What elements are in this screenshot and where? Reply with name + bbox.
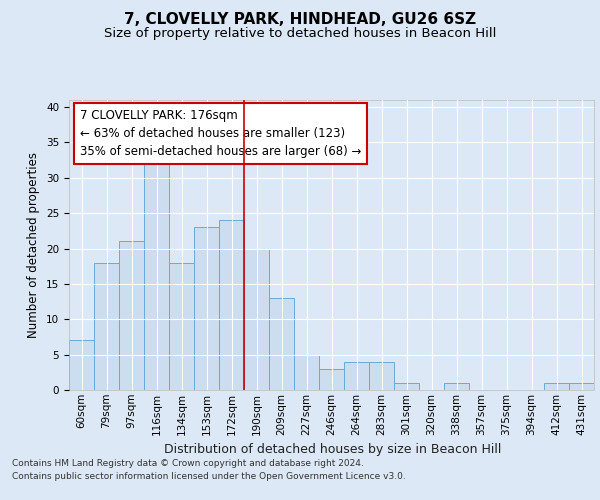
Text: 7 CLOVELLY PARK: 176sqm
← 63% of detached houses are smaller (123)
35% of semi-d: 7 CLOVELLY PARK: 176sqm ← 63% of detache… — [79, 108, 361, 158]
Bar — [94, 262, 119, 390]
Bar — [319, 369, 344, 390]
Text: Contains HM Land Registry data © Crown copyright and database right 2024.: Contains HM Land Registry data © Crown c… — [12, 459, 364, 468]
Bar — [269, 298, 294, 390]
Bar — [119, 242, 144, 390]
Bar — [369, 362, 394, 390]
Bar — [294, 354, 319, 390]
Bar — [69, 340, 94, 390]
Bar — [169, 262, 194, 390]
Bar — [219, 220, 244, 390]
Bar — [244, 248, 269, 390]
Bar — [444, 383, 469, 390]
Bar — [544, 383, 569, 390]
Bar — [144, 156, 169, 390]
Text: 7, CLOVELLY PARK, HINDHEAD, GU26 6SZ: 7, CLOVELLY PARK, HINDHEAD, GU26 6SZ — [124, 12, 476, 28]
Text: Size of property relative to detached houses in Beacon Hill: Size of property relative to detached ho… — [104, 28, 496, 40]
Bar — [394, 383, 419, 390]
Text: Distribution of detached houses by size in Beacon Hill: Distribution of detached houses by size … — [164, 442, 502, 456]
Y-axis label: Number of detached properties: Number of detached properties — [28, 152, 40, 338]
Bar — [194, 228, 219, 390]
Text: Contains public sector information licensed under the Open Government Licence v3: Contains public sector information licen… — [12, 472, 406, 481]
Bar — [344, 362, 369, 390]
Bar — [569, 383, 594, 390]
